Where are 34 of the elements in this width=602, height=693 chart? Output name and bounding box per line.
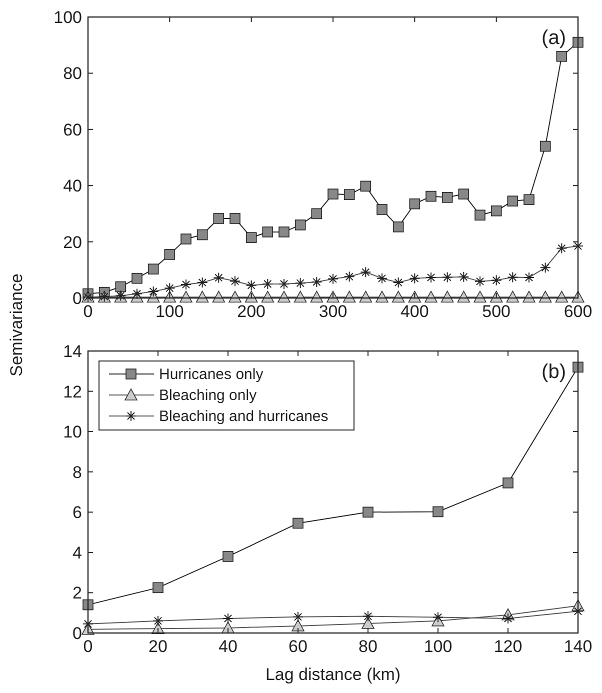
- x-tick-label: 400: [400, 302, 429, 321]
- x-tick-label: 500: [482, 302, 511, 321]
- x-tick-label: 80: [358, 637, 378, 656]
- x-axis-title: Lag distance (km): [265, 665, 401, 684]
- y-tick-label: 0: [72, 289, 82, 308]
- annotation: (b): [542, 361, 566, 383]
- legend-label: Bleaching and hurricanes: [159, 408, 328, 425]
- y-tick-label: 100: [54, 8, 82, 27]
- x-tick-label: 100: [155, 302, 184, 321]
- y-tick-label: 12: [63, 382, 82, 402]
- y-tick-label: 40: [63, 176, 82, 196]
- y-axis-title: Semivariance: [7, 274, 26, 376]
- y-tick-label: 80: [63, 64, 82, 84]
- x-tick-label: 40: [218, 637, 238, 656]
- x-tick-label: 60: [288, 637, 308, 656]
- x-tick-label: 140: [564, 637, 592, 656]
- y-tick-label: 8: [72, 462, 82, 482]
- x-tick-label: 20: [148, 637, 168, 656]
- x-tick-label: 100: [424, 637, 452, 656]
- y-tick-label: 0: [72, 624, 82, 643]
- y-tick-label: 4: [72, 543, 82, 562]
- annotation: (a): [542, 27, 566, 49]
- legend-label: Bleaching only: [159, 387, 258, 404]
- y-tick-label: 6: [72, 503, 82, 522]
- y-tick-label: 20: [63, 232, 82, 252]
- y-tick-label: 60: [63, 120, 82, 140]
- y-tick-label: 2: [72, 584, 82, 603]
- y-tick-label: 10: [63, 422, 82, 442]
- y-tick-label: 14: [63, 342, 82, 361]
- x-tick-label: 200: [237, 302, 266, 321]
- x-tick-label: 600: [564, 302, 592, 321]
- legend-label: Hurricanes only: [159, 366, 264, 383]
- x-tick-label: 300: [318, 302, 348, 321]
- x-tick-label: 120: [494, 637, 522, 656]
